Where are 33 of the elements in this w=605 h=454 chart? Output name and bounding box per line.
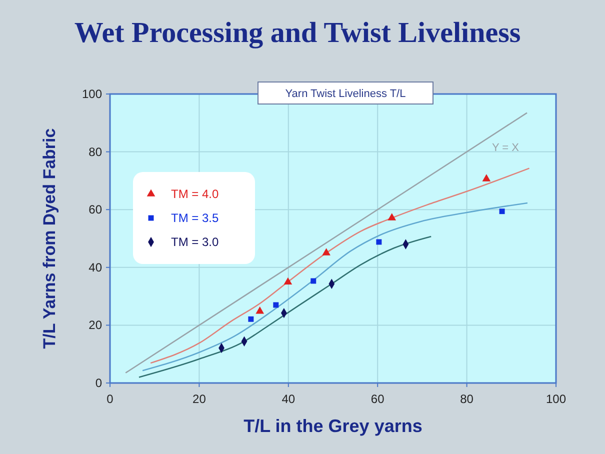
series-label: Y = X — [492, 142, 520, 154]
x-tick-label: 40 — [282, 392, 296, 406]
point — [388, 213, 396, 220]
chart-subtitle: Yarn Twist Liveliness T/L — [285, 88, 406, 100]
line-series — [142, 202, 528, 372]
point — [284, 277, 292, 285]
y-tick-label: 60 — [88, 202, 102, 217]
x-tick-label: 80 — [460, 392, 474, 406]
x-axis-title: T/L in the Grey yarns — [244, 416, 422, 436]
y-tick-label: 100 — [82, 87, 102, 101]
y-tick-label: 20 — [88, 318, 102, 332]
line-series — [150, 168, 530, 364]
point — [248, 316, 254, 322]
point — [310, 278, 316, 284]
point — [482, 174, 491, 182]
y-tick-label: 80 — [88, 144, 102, 159]
x-tick-label: 0 — [106, 392, 114, 406]
y-tick-label: 40 — [88, 260, 102, 274]
legend-label: TM = 4.0 — [171, 187, 220, 201]
x-tick-label: 60 — [370, 392, 385, 406]
y-axis-title: T/L Yarns from Dyed Fabric — [40, 128, 59, 349]
point — [376, 239, 382, 245]
point — [322, 248, 330, 256]
x-tick-label: 20 — [192, 392, 206, 406]
line-series — [138, 236, 432, 378]
chart-title: Wet Processing and Twist Liveliness — [74, 17, 521, 49]
point — [256, 306, 264, 314]
point — [273, 302, 279, 308]
legend-label: TM = 3.0 — [171, 235, 220, 249]
x-tick-label: 100 — [546, 392, 566, 406]
y-tick-label: 0 — [95, 376, 102, 390]
point — [499, 208, 505, 214]
legend-label: TM = 3.5 — [171, 211, 220, 225]
